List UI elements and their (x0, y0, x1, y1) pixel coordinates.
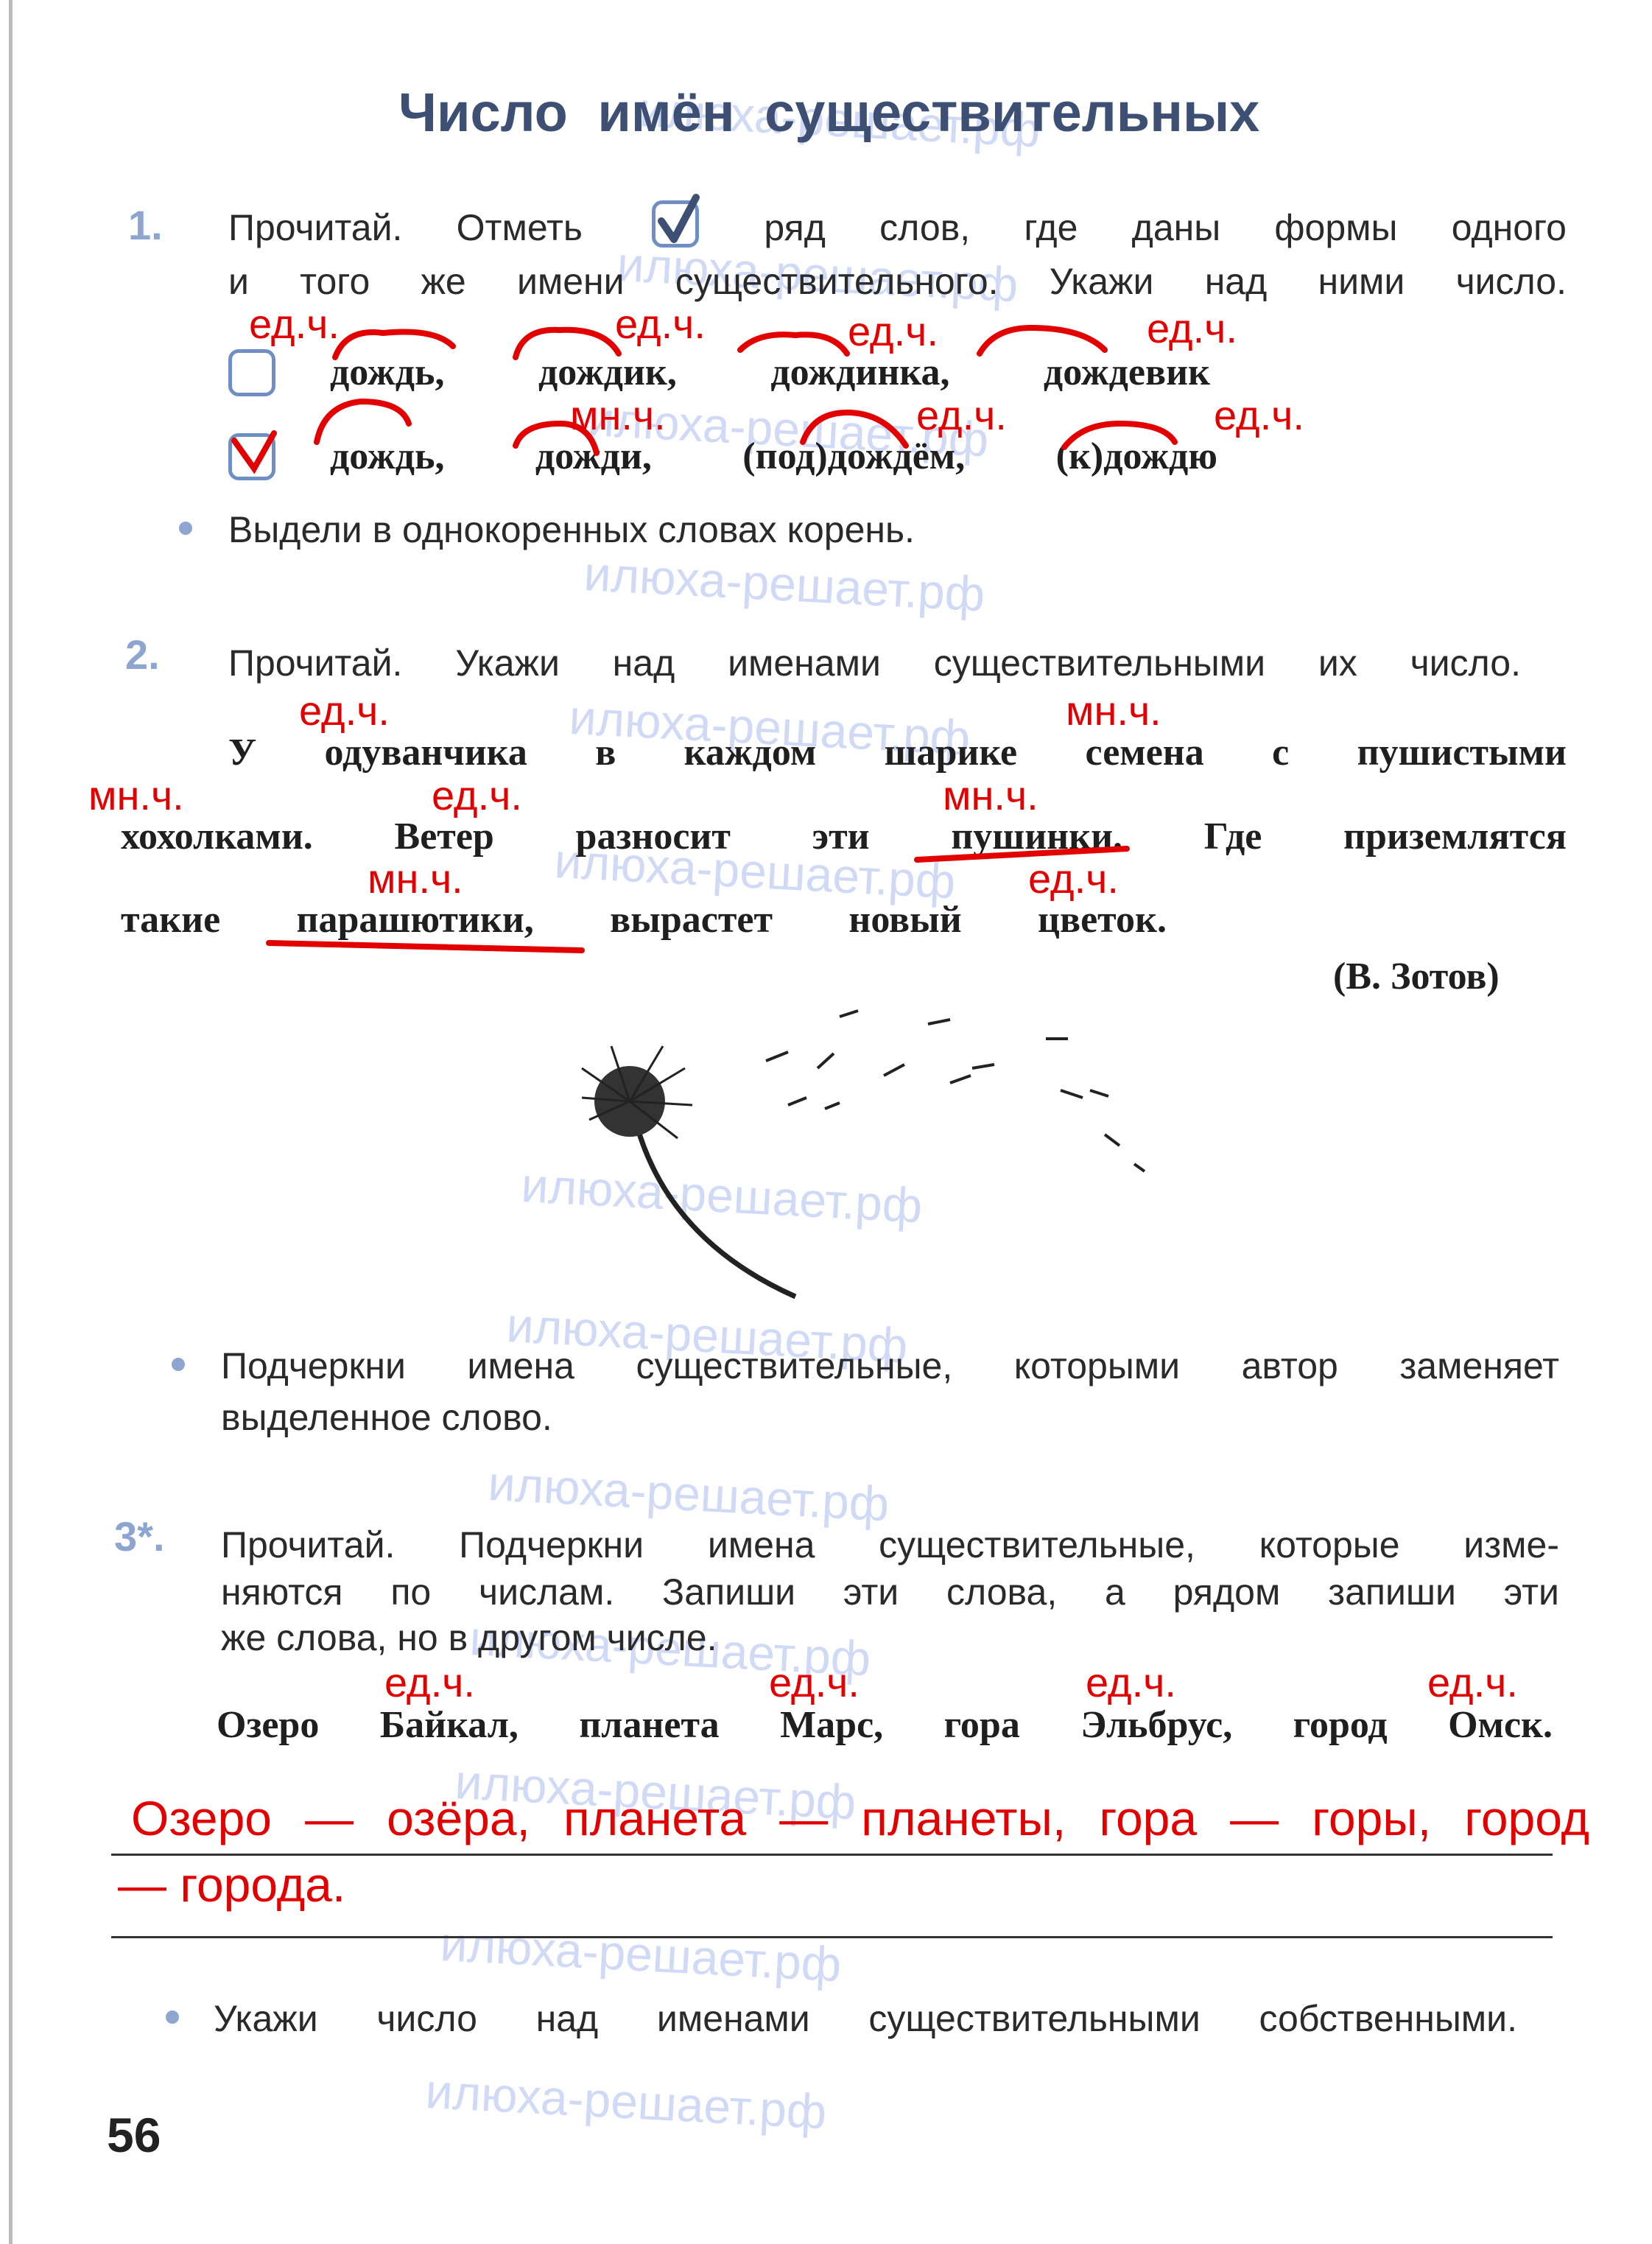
number-label: мн.ч. (88, 772, 184, 818)
task-bullet-line: выделенное слово. (221, 1397, 552, 1438)
underline (266, 940, 585, 953)
flying-seeds (765, 1009, 1146, 1173)
task-bullet: Укажи число над именами существительными… (214, 1998, 1517, 2039)
answer-line[interactable]: — города. (118, 1857, 346, 1912)
story-line: У одуванчика в каждом шарике семена с пу… (228, 732, 1567, 774)
words-line: Озеро Байкал, планета Марс, гора Эльбрус… (217, 1704, 1553, 1746)
root-arc (800, 409, 909, 449)
task-bullet: Выдели в однокоренных словах корень. (228, 509, 915, 550)
writing-line (111, 1854, 1553, 1856)
root-arc (332, 329, 456, 360)
instruction-line: Прочитай. Укажи над именами существитель… (228, 642, 1521, 684)
exercise-number: 3*. (114, 1513, 165, 1560)
root-arc (513, 326, 622, 360)
number-label: ед.ч. (1028, 855, 1119, 902)
instruction-line: Прочитай. Отметь ряд слов, где даны форм… (228, 207, 1567, 248)
number-label: ед.ч. (848, 308, 938, 354)
number-label: ед.ч. (916, 392, 1007, 438)
instruction-line: же слова, но в другом числе. (221, 1617, 717, 1658)
number-label: ед.ч. (1427, 1659, 1518, 1705)
number-label: мн.ч. (368, 855, 463, 902)
root-arc (513, 420, 600, 456)
dandelion-stem (630, 1112, 797, 1300)
number-label: ед.ч. (1147, 305, 1237, 351)
root-arc (977, 324, 1108, 357)
author: (В. Зотов) (1333, 956, 1500, 997)
task-bullet-line: Подчеркни имена существительные, которым… (221, 1345, 1559, 1386)
root-arc (1061, 420, 1178, 450)
exercise-number: 1. (128, 202, 163, 248)
checkmark-icon (231, 430, 277, 474)
underline (914, 846, 1130, 863)
sample-checkbox (652, 200, 699, 248)
story-line: такие парашютики, вырастет новый цветок. (121, 899, 1167, 941)
scan-edge (9, 0, 13, 2244)
answer-line[interactable]: Озеро — озёра, планета — планеты, гора —… (131, 1791, 1589, 1845)
row-checkbox-checked[interactable] (228, 433, 275, 480)
number-label: ед.ч. (432, 772, 522, 818)
seed-rays (581, 1045, 693, 1140)
number-label: ед.ч. (769, 1659, 860, 1705)
story-line: хохолками. Ветер разносит эти пушинки. Г… (121, 816, 1567, 858)
instruction-line: Прочитай. Подчеркни имена существительны… (221, 1524, 1559, 1565)
number-label: ед.ч. (1214, 392, 1304, 438)
page-number: 56 (107, 2108, 161, 2162)
instruction-line: и того же имени существительного. Укажи … (228, 261, 1567, 302)
root-arc (314, 398, 412, 445)
number-label: ед.ч. (249, 301, 340, 347)
number-label: мн.ч. (943, 772, 1038, 818)
number-label: ед.ч. (615, 301, 706, 347)
number-label: ед.ч. (1086, 1659, 1176, 1705)
dandelion-illustration (581, 1009, 1146, 1300)
word-row: дождь, дождик, дождинка, дождевик (330, 351, 1210, 393)
exercise-number: 2. (125, 631, 160, 678)
writing-line (111, 1936, 1553, 1938)
root-arcs (231, 324, 1178, 953)
page-title: Число имён существительных (398, 82, 1260, 143)
bullet-icon (172, 1358, 185, 1371)
number-label: ед.ч. (384, 1659, 475, 1705)
number-label: мн.ч. (1066, 687, 1161, 734)
checkmark-icon (658, 194, 700, 243)
instruction-line: няются по числам. Запиши эти слова, а ря… (221, 1571, 1559, 1613)
row-checkbox-unchecked[interactable] (228, 349, 275, 396)
number-label: ед.ч. (299, 687, 390, 734)
root-arc (737, 332, 850, 357)
bullet-icon (179, 522, 192, 535)
number-label: мн.ч. (570, 392, 666, 438)
bullet-icon (166, 2010, 179, 2024)
